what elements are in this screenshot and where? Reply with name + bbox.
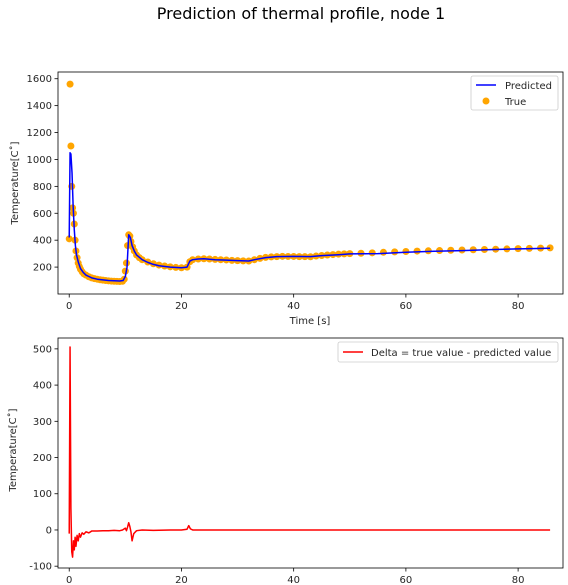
scatter-point-true	[546, 244, 554, 252]
scatter-point-true	[402, 247, 410, 255]
scatter-point-true	[391, 248, 399, 256]
top-x-axis-label: Time [s]	[289, 316, 331, 327]
scatter-point-true	[122, 259, 130, 267]
y-tick-label: 1600	[27, 74, 52, 85]
legend-predicted-label: Predicted	[505, 81, 552, 92]
legend-true-swatch	[482, 97, 490, 105]
top-legend: Predicted True	[470, 75, 559, 111]
x-tick-label: 80	[512, 301, 525, 312]
legend-delta-label: Delta = true value - predicted value	[371, 348, 551, 359]
y-tick-label: 400	[33, 236, 52, 247]
top-subplot: 0 20 40 60 80 200 400 600 800 1000 1200 1400 1600 Ti…	[9, 71, 564, 327]
legend-true-label: True	[504, 97, 526, 108]
figure-title: Prediction of thermal profile, node 1	[157, 4, 445, 23]
scatter-point-true	[413, 247, 421, 255]
x-tick-label: 0	[66, 301, 72, 312]
y-tick-label: 200	[33, 453, 52, 464]
y-tick-label: 1400	[27, 101, 52, 112]
top-plot-data	[65, 80, 554, 285]
bottom-axis-ticks: 0 20 40 60 80 -100 0 100 200 300 400 500	[29, 344, 524, 585]
scatter-point-true	[65, 235, 73, 243]
x-tick-label: 60	[400, 301, 413, 312]
y-tick-label: 500	[33, 344, 52, 355]
series-line-predicted	[68, 151, 551, 282]
y-tick-label: -100	[29, 562, 52, 573]
bottom-legend: Delta = true value - predicted value	[337, 341, 559, 363]
y-tick-label: 800	[33, 182, 52, 193]
x-tick-label: 80	[512, 575, 525, 585]
y-tick-label: 1200	[27, 128, 52, 139]
top-plot-frame	[57, 71, 564, 295]
x-tick-label: 40	[287, 301, 300, 312]
x-tick-label: 60	[400, 575, 413, 585]
bottom-y-axis-label: Temperature[C˚]	[7, 408, 19, 492]
top-y-axis-label: Temperature[C˚]	[9, 141, 21, 225]
y-tick-label: 400	[33, 381, 52, 392]
y-tick-label: 100	[33, 489, 52, 500]
x-tick-label: 20	[175, 301, 188, 312]
x-tick-label: 20	[175, 575, 188, 585]
x-tick-label: 0	[66, 575, 72, 585]
top-axis-ticks: 0 20 40 60 80 200 400 600 800 1000 1200 1400 1600	[27, 74, 525, 312]
bottom-legend-box	[337, 341, 559, 363]
bottom-plot-frame	[57, 337, 564, 569]
x-tick-label: 40	[287, 575, 300, 585]
scatter-point-true	[67, 142, 75, 150]
scatter-point-true	[66, 80, 74, 88]
bottom-subplot: 0 20 40 60 80 -100 0 100 200 300 400 500 Temperatur…	[7, 337, 564, 585]
series-line-delta-true-value-pre	[68, 346, 551, 558]
scatter-point-true	[368, 249, 376, 257]
y-tick-label: 1000	[27, 155, 52, 166]
bottom-plot-data	[68, 346, 551, 558]
y-tick-label: 600	[33, 209, 52, 220]
y-tick-label: 200	[33, 263, 52, 274]
y-tick-label: 300	[33, 417, 52, 428]
y-tick-label: 0	[46, 525, 52, 536]
scatter-point-true	[379, 248, 387, 256]
